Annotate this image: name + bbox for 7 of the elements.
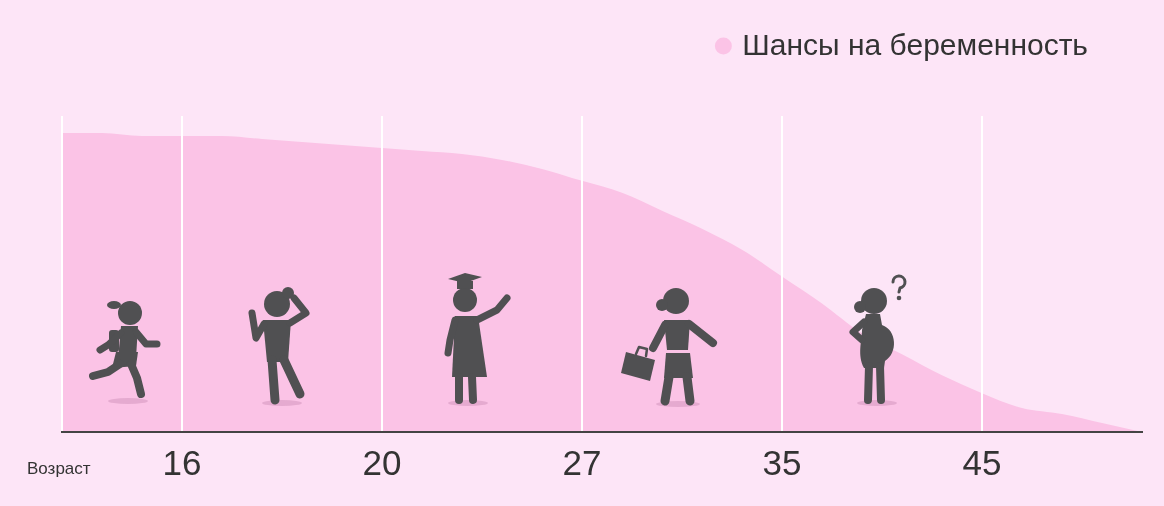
x-tick-label: 27 [562, 442, 602, 482]
x-tick-label: 35 [762, 442, 802, 482]
x-tick-label: 20 [362, 442, 402, 482]
x-axis-title: Возраст [27, 458, 91, 478]
x-tick-label: 45 [962, 442, 1002, 482]
legend-label: Шансы на беременность [742, 28, 1089, 62]
x-tick-label: 16 [162, 442, 202, 482]
